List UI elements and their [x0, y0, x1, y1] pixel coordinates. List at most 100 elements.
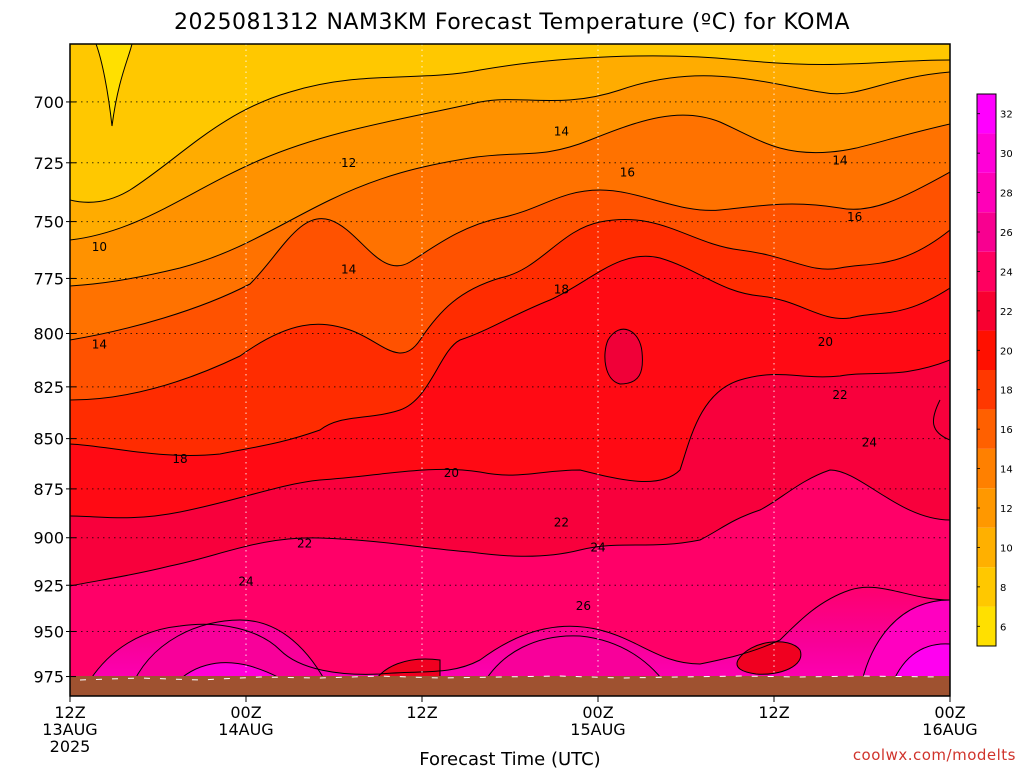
contour-label: 24	[238, 575, 253, 589]
contour-lines	[70, 44, 950, 691]
contour-line	[604, 328, 643, 385]
colorbar-segment	[977, 94, 996, 134]
y-tick-label: 725	[33, 154, 64, 173]
plot-area	[70, 44, 950, 696]
y-tick-label: 700	[33, 93, 64, 112]
credit-text: coolwx.com/modelts	[853, 746, 1016, 764]
band-coldest-core	[96, 44, 132, 126]
colorbar-tick-label: 16	[1000, 425, 1013, 436]
band-12-14	[70, 72, 950, 286]
contour-labels: 10 14 12 14 14 16 14 16 18 18 20 20 22 22 22 24 24 24 26	[92, 124, 877, 612]
contour-line	[70, 71, 950, 241]
ground-surface-edge	[79, 675, 941, 681]
contour-line	[70, 114, 950, 287]
y-tick-label: 825	[33, 378, 64, 397]
y-tick-label: 750	[33, 213, 64, 232]
band-24-26	[70, 470, 950, 690]
x-tick-label: 13AUG	[42, 720, 97, 739]
plot-frame	[69, 43, 951, 697]
colorbar-segment	[977, 488, 996, 528]
colorbar-segment	[977, 370, 996, 410]
contour-line	[70, 359, 950, 519]
contour-label: 22	[554, 515, 569, 529]
colorbar-tick-label: 24	[1000, 267, 1013, 278]
colorbar-segment	[977, 172, 996, 213]
colorbar-segment	[977, 330, 996, 370]
colorbar-segment	[977, 291, 996, 331]
y-tick-label: 850	[33, 430, 64, 449]
contour-label: 12	[341, 156, 356, 170]
x-tick-label: 00Z	[934, 703, 965, 722]
ground-surface	[70, 676, 950, 696]
colorbar-tick-label: 26	[1000, 228, 1013, 239]
x-tick-label: 00Z	[582, 703, 613, 722]
contour-label: 26	[576, 599, 591, 613]
y-tick-label: 950	[33, 623, 64, 642]
x-tick-label: 12Z	[758, 703, 789, 722]
y-axis: 700 725 750 775 800 825 850 875 900 925 950 975	[33, 93, 76, 687]
contour-label: 16	[620, 165, 635, 179]
contour-label: 24	[862, 436, 877, 450]
band-cool-pocket-16aug	[736, 641, 801, 675]
x-tick-label: 15AUG	[570, 720, 625, 739]
y-tick-label: 875	[33, 480, 64, 499]
band-below-10	[70, 44, 950, 203]
x-tick-label: 12Z	[406, 703, 437, 722]
gridlines	[70, 44, 950, 696]
contour-label: 14	[92, 337, 107, 351]
colorbar-segment	[977, 527, 996, 568]
x-tick-label: 00Z	[230, 703, 261, 722]
contour-label: 22	[297, 537, 312, 551]
colorbar-segment	[977, 448, 996, 489]
colorbar: 6 8 10 12 14 16 18 20 22 24 26 28 30 32	[976, 93, 1013, 647]
band-14-16	[70, 115, 950, 341]
colorbar-segment	[977, 212, 996, 252]
y-tick-label: 975	[33, 668, 64, 687]
contour-line	[70, 55, 950, 203]
contour-label: 14	[554, 124, 569, 138]
colorbar-tick-label: 12	[1000, 504, 1013, 515]
contour-label: 10	[92, 240, 107, 254]
contour-line	[70, 255, 950, 456]
contour-label: 18	[554, 283, 569, 297]
colorbar-segment	[977, 133, 996, 173]
contour-label: 22	[832, 388, 847, 402]
contour-label: 24	[590, 540, 605, 554]
contour-label: 16	[847, 210, 862, 224]
contour-line	[70, 469, 950, 587]
y-tick-label: 800	[33, 324, 64, 343]
colorbar-segment	[977, 606, 996, 646]
colorbar-segment	[977, 409, 996, 449]
x-tick-label: 12Z	[54, 703, 85, 722]
x-tick-label: 16AUG	[922, 720, 977, 739]
contour-line	[479, 635, 671, 691]
colorbar-tick-label: 30	[1000, 149, 1013, 160]
contour-label: 20	[818, 335, 833, 349]
colorbar-tick-label: 6	[1000, 622, 1006, 633]
colorbar-tick-label: 18	[1000, 386, 1013, 397]
contour-line	[95, 44, 133, 127]
colorbar-tick-label: 32	[1000, 110, 1013, 121]
y-tick-label: 925	[33, 576, 64, 595]
colorbar-tick-label: 20	[1000, 346, 1013, 357]
contour-line	[932, 399, 950, 441]
y-tick-label: 775	[33, 269, 64, 288]
contour-label: 20	[444, 466, 459, 480]
band-26-28-14aug	[130, 620, 330, 690]
chart-title: 2025081312 NAM3KM Forecast Temperature (…	[174, 10, 850, 35]
colorbar-tick-label: 28	[1000, 189, 1013, 200]
x-axis-label: Forecast Time (UTC)	[419, 749, 600, 768]
contour-line	[859, 599, 950, 691]
colorbar-tick-label: 10	[1000, 543, 1013, 554]
colorbar-segment	[977, 567, 996, 607]
contour-line	[70, 586, 950, 691]
colorbar-tick-label: 14	[1000, 465, 1013, 476]
band-16-18	[70, 172, 950, 400]
contour-label: 18	[172, 452, 187, 466]
contour-line	[736, 641, 802, 675]
y-tick-label: 900	[33, 529, 64, 548]
band-warm-core-15aug	[604, 329, 643, 384]
band-22-24	[70, 360, 950, 586]
